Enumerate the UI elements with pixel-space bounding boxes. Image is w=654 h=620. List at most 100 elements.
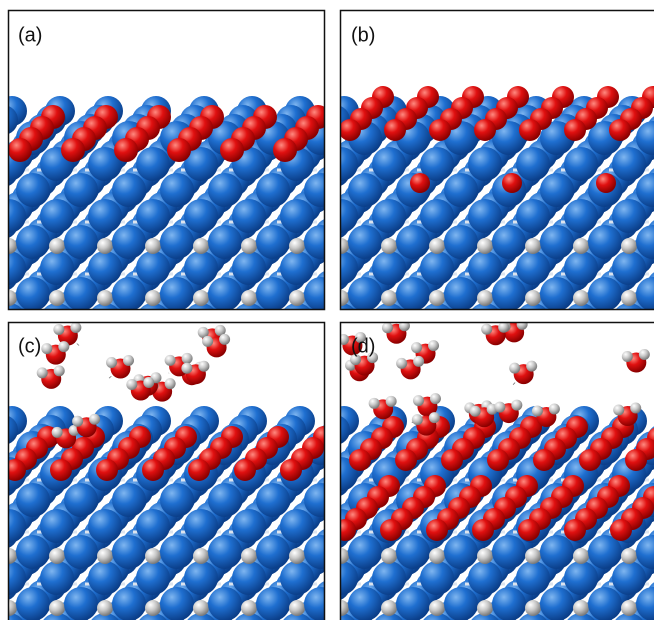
Red-atom xyxy=(518,519,540,541)
Blue-atom xyxy=(304,173,338,207)
Gray-atom xyxy=(526,361,537,372)
Blue-atom xyxy=(16,225,50,259)
Blue-atom xyxy=(372,251,406,285)
Gray-atom xyxy=(429,412,440,423)
Blue-atom xyxy=(64,587,98,620)
Blue-atom xyxy=(372,561,406,595)
Red-atom xyxy=(188,459,210,481)
Blue-atom xyxy=(0,431,2,465)
Blue-atom xyxy=(564,251,598,285)
Gray-atom xyxy=(145,238,161,254)
Gray-atom xyxy=(289,548,305,564)
Blue-atom xyxy=(612,199,646,233)
Blue-atom xyxy=(540,173,574,207)
Gray-atom xyxy=(477,238,493,254)
Red-atom xyxy=(142,459,164,481)
Blue-atom xyxy=(444,277,478,311)
Red-atom xyxy=(234,459,256,481)
Blue-atom xyxy=(232,251,266,285)
Blue-atom xyxy=(64,173,98,207)
Blue-atom xyxy=(492,225,526,259)
Blue-atom xyxy=(0,432,3,462)
Blue-atom xyxy=(420,561,454,595)
Gray-atom xyxy=(622,351,633,362)
Gray-atom xyxy=(106,357,117,368)
Blue-atom xyxy=(0,484,3,514)
Red-atom xyxy=(441,449,463,471)
Blue-atom xyxy=(280,561,314,595)
Blue-atom xyxy=(0,122,3,152)
Gray-atom xyxy=(549,403,560,414)
Blue-atom xyxy=(160,225,194,259)
Gray-atom xyxy=(97,600,113,616)
Red-atom xyxy=(533,449,555,471)
Blue-atom xyxy=(112,277,146,311)
Red-atom xyxy=(410,173,430,193)
Gray-atom xyxy=(477,548,493,564)
Blue-atom xyxy=(564,147,598,181)
Red-atom xyxy=(487,449,509,471)
Blue-atom xyxy=(564,199,598,233)
Red-atom xyxy=(564,519,586,541)
Gray-atom xyxy=(621,548,637,564)
Gray-atom xyxy=(429,290,445,306)
Red-atom xyxy=(273,138,297,162)
Gray-atom xyxy=(525,600,541,616)
Blue-atom xyxy=(232,561,266,595)
Blue-atom xyxy=(40,199,74,233)
Gray-atom xyxy=(202,336,213,347)
Blue-atom xyxy=(0,174,3,204)
Blue-atom xyxy=(136,199,170,233)
Gray-atom xyxy=(381,600,397,616)
Gray-atom xyxy=(381,238,397,254)
Blue-atom xyxy=(492,277,526,311)
Blue-atom xyxy=(588,587,622,620)
panel-label: (b) xyxy=(351,24,375,46)
Blue-atom xyxy=(112,225,146,259)
Blue-atom xyxy=(16,587,50,620)
Blue-atom xyxy=(348,277,382,311)
Blue-atom xyxy=(468,199,502,233)
Gray-atom xyxy=(630,403,641,414)
Red-atom xyxy=(384,119,406,141)
Blue-atom xyxy=(468,561,502,595)
Blue-atom xyxy=(184,561,218,595)
Gray-atom xyxy=(219,334,230,345)
Gray-atom xyxy=(621,238,637,254)
Blue-atom xyxy=(0,114,9,144)
Red-atom xyxy=(61,138,85,162)
Blue-atom xyxy=(540,225,574,259)
Blue-atom xyxy=(256,173,290,207)
Blue-atom xyxy=(420,199,454,233)
Blue-atom xyxy=(0,580,9,610)
Blue-atom xyxy=(136,147,170,181)
Gray-atom xyxy=(338,334,349,345)
Blue-atom xyxy=(208,277,242,311)
Gray-atom xyxy=(573,238,589,254)
Blue-atom xyxy=(160,173,194,207)
Blue-atom xyxy=(588,225,622,259)
Blue-atom xyxy=(468,251,502,285)
Blue-atom xyxy=(256,225,290,259)
Red-atom xyxy=(610,519,632,541)
Gray-atom xyxy=(477,600,493,616)
Gray-atom xyxy=(639,349,650,360)
Red-atom xyxy=(429,119,451,141)
Blue-atom xyxy=(280,199,314,233)
Gray-atom xyxy=(123,355,134,366)
Gray-atom xyxy=(97,290,113,306)
Blue-atom xyxy=(208,173,242,207)
Red-atom xyxy=(426,519,448,541)
Blue-atom xyxy=(0,166,9,196)
Blue-atom xyxy=(0,483,2,517)
Gray-atom xyxy=(511,400,522,411)
Gray-atom xyxy=(481,324,492,335)
Blue-atom xyxy=(420,251,454,285)
Red-atom xyxy=(334,519,356,541)
Gray-atom xyxy=(143,377,154,388)
Blue-atom xyxy=(40,509,74,543)
Blue-atom xyxy=(396,277,430,311)
Blue-atom xyxy=(0,587,2,620)
Gray-atom xyxy=(621,290,637,306)
Blue-atom xyxy=(0,424,9,454)
